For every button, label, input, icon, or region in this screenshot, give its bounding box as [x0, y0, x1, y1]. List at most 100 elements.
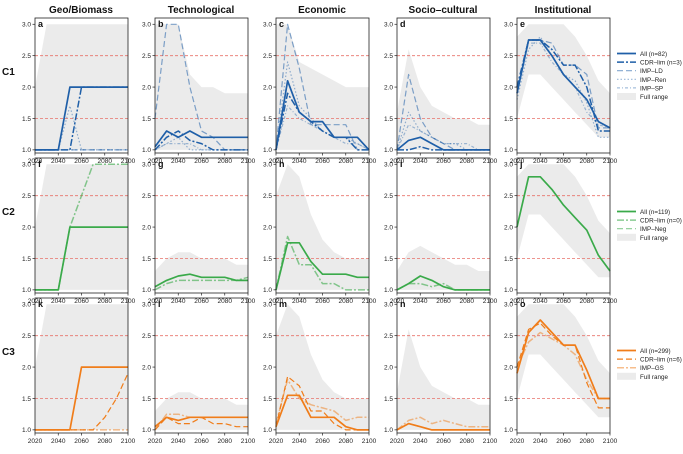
y-tick-label: 2.0: [142, 364, 151, 371]
full-range-band: [155, 24, 248, 150]
y-tick-label: 2.0: [384, 84, 393, 91]
panel-letter: m: [279, 299, 287, 309]
panel-letter: g: [158, 159, 164, 169]
y-tick-label: 1.0: [504, 287, 513, 294]
legend-label: IMP–LD: [640, 68, 663, 75]
y-tick-label: 3.0: [22, 302, 31, 309]
x-tick-label: 2080: [460, 298, 475, 305]
y-tick-label: 1.5: [22, 396, 31, 403]
y-tick-label: 2.5: [263, 333, 272, 340]
x-tick-label: 2020: [390, 438, 405, 445]
y-tick-label: 1.5: [384, 256, 393, 263]
x-tick-label: 2100: [241, 438, 256, 445]
y-tick-label: 3.0: [263, 162, 272, 169]
series-line-cdr-lim: [154, 130, 248, 151]
full-range-band: [276, 164, 369, 290]
panel-letter: b: [158, 19, 164, 29]
y-tick-label: 2.5: [142, 333, 151, 340]
x-tick-label: 2040: [413, 158, 428, 165]
panels: 2020 2040 2060 2080 2100 1.0 1.5 2.0 2.5 3.0 a 2020…: [22, 17, 618, 445]
panel-letter: a: [38, 19, 44, 29]
series-line-all: [396, 422, 490, 431]
x-tick-label: 2040: [51, 298, 66, 305]
y-tick-label: 2.0: [263, 84, 272, 91]
series-line-cdr-lim: [275, 92, 369, 151]
y-tick-label: 2.0: [384, 364, 393, 371]
y-tick-label: 1.5: [384, 116, 393, 123]
series-line-imp-neg: [275, 235, 369, 291]
series-line-all: [516, 175, 611, 272]
x-tick-label: 2040: [292, 438, 307, 445]
x-tick-label: 2060: [436, 298, 451, 305]
y-tick-label: 1.5: [263, 396, 272, 403]
y-tick-label: 1.0: [142, 287, 151, 294]
x-tick-label: 2100: [603, 438, 618, 445]
full-range-band: [517, 164, 610, 278]
x-tick-label: 2080: [580, 438, 595, 445]
series-line-all: [516, 319, 610, 400]
series-line-cdr-lim: [35, 373, 129, 431]
y-tick-label: 3.0: [22, 22, 31, 29]
y-tick-label: 2.5: [142, 193, 151, 200]
y-tick-label: 1.5: [263, 116, 272, 123]
y-tick-label: 3.0: [263, 22, 272, 29]
series-line-all: [396, 136, 490, 151]
full-range-band: [155, 392, 248, 430]
x-tick-label: 2100: [362, 438, 377, 445]
y-tick-label: 1.5: [142, 256, 151, 263]
x-tick-label: 2060: [436, 438, 451, 445]
legend-label: CDR–lim (n=0): [640, 218, 682, 225]
x-tick-label: 2080: [98, 158, 113, 165]
x-tick-label: 2060: [556, 158, 571, 165]
y-tick-label: 2.0: [22, 224, 31, 231]
y-tick-label: 3.0: [504, 162, 513, 169]
row-labels: C1 C2 C3: [2, 67, 15, 358]
x-tick-label: 2040: [292, 298, 307, 305]
y-tick-label: 2.5: [504, 53, 513, 60]
y-tick-label: 2.0: [263, 224, 272, 231]
panel-l: 2020 2040 2060 2080 2100 1.0 1.5 2.0 2.5 3.0 l: [142, 297, 256, 445]
legend-label: IMP–Neg: [640, 226, 667, 233]
x-tick-label: 2080: [580, 158, 595, 165]
row-label-c1: C1: [2, 67, 15, 78]
row-label-c2: C2: [2, 207, 15, 218]
x-tick-label: 2080: [339, 438, 354, 445]
panel-m: 2020 2040 2060 2080 2100 1.0 1.5 2.0 2.5 3.0 m: [263, 297, 377, 445]
full-range-band: [397, 49, 490, 150]
legend-label: IMP–SP: [640, 85, 663, 92]
y-tick-label: 3.0: [384, 22, 393, 29]
y-tick-label: 3.0: [142, 162, 151, 169]
panel-letter: h: [279, 159, 285, 169]
y-tick-label: 2.0: [22, 364, 31, 371]
full-range-band: [397, 329, 490, 430]
y-tick-label: 2.5: [504, 193, 513, 200]
y-tick-label: 1.0: [504, 427, 513, 434]
y-tick-label: 1.0: [22, 427, 31, 434]
legends: All (n=82)CDR–lim (n=3)IMP–LDIMP–RenIMP–…: [617, 51, 682, 381]
series-line-imp-ren: [275, 61, 370, 151]
panel-letter: l: [158, 299, 161, 309]
full-range-band: [155, 252, 248, 290]
x-tick-label: 2100: [121, 438, 136, 445]
series-line-all: [275, 241, 369, 291]
series-line-all: [35, 226, 128, 291]
panel-letter: o: [520, 299, 526, 309]
x-tick-label: 2040: [171, 438, 186, 445]
x-tick-label: 2060: [315, 438, 330, 445]
x-tick-label: 2080: [218, 438, 233, 445]
x-tick-label: 2020: [148, 438, 163, 445]
y-tick-label: 1.0: [504, 147, 513, 154]
column-title-geo-biomass: Geo/Biomass: [49, 5, 113, 16]
full-range-band: [517, 304, 610, 418]
y-tick-label: 1.5: [22, 116, 31, 123]
x-tick-label: 2080: [460, 158, 475, 165]
y-tick-label: 2.0: [142, 224, 151, 231]
series-line-all: [154, 130, 248, 148]
series-line-all: [275, 394, 369, 431]
x-tick-label: 2040: [413, 438, 428, 445]
legend-swatch-range: [617, 93, 636, 100]
series-line-imp-gs: [396, 416, 490, 431]
